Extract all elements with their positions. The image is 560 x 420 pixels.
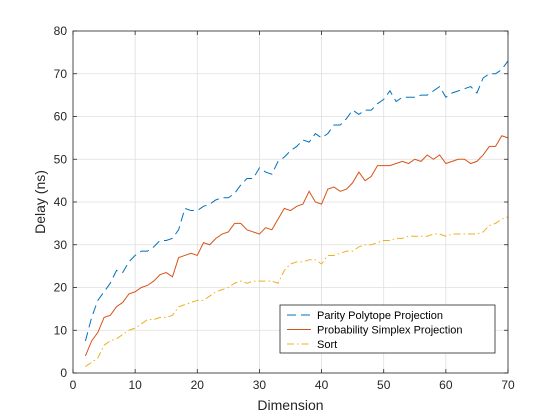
x-tick-label: 0 <box>70 378 77 392</box>
x-tick-label: 50 <box>377 378 391 392</box>
axis-ticks: 0 10 20 30 40 50 60 70 0 10 20 30 40 50 60 70 80 <box>54 24 515 392</box>
legend: Parity Polytope Projection Probability Si… <box>279 304 496 354</box>
x-tick-label: 30 <box>253 378 267 392</box>
x-tick-label: 70 <box>501 378 515 392</box>
legend-label-2: Probability Simplex Projection <box>317 325 463 337</box>
y-tick-label: 10 <box>54 323 68 337</box>
series-line-1 <box>84 60 509 342</box>
y-axis-label: Delay (ns) <box>32 170 48 234</box>
series-line-2 <box>84 135 509 357</box>
x-axis-label: Dimension <box>257 397 323 413</box>
series-line-3 <box>85 216 509 368</box>
legend-box <box>279 304 496 354</box>
series-group <box>84 60 509 368</box>
x-tick-label: 20 <box>191 378 205 392</box>
y-tick-label: 40 <box>54 195 68 209</box>
y-tick-label: 30 <box>54 238 68 252</box>
legend-label-1: Parity Polytope Projection <box>317 310 443 322</box>
y-tick-label: 0 <box>60 366 67 380</box>
y-tick-label: 20 <box>54 281 68 295</box>
y-tick-label: 60 <box>54 110 68 124</box>
x-tick-label: 40 <box>315 378 329 392</box>
x-tick-label: 10 <box>128 378 142 392</box>
y-tick-label: 80 <box>54 24 68 38</box>
legend-label-3: Sort <box>317 339 337 351</box>
y-tick-label: 50 <box>54 152 68 166</box>
y-tick-label: 70 <box>54 67 68 81</box>
legend-entries: Parity Polytope Projection Probability Si… <box>287 310 463 351</box>
x-tick-label: 60 <box>439 378 453 392</box>
